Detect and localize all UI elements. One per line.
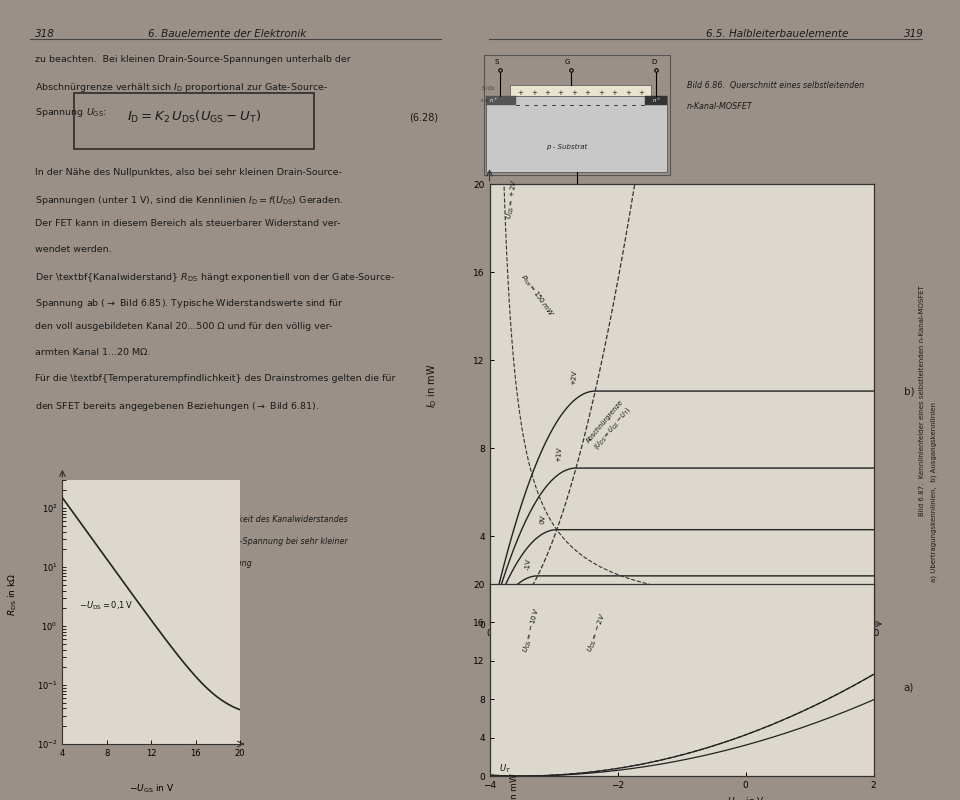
Text: -1V: -1V bbox=[524, 558, 532, 570]
Text: +: + bbox=[598, 90, 604, 96]
Text: $n^+$: $n^+$ bbox=[652, 96, 661, 106]
Text: Bild 6.85.  Abhangigkeit des Kanalwiderstandes: Bild 6.85. Abhangigkeit des Kanalwiderst… bbox=[157, 515, 348, 524]
Text: +1V: +1V bbox=[555, 447, 563, 462]
Text: $I_\mathrm{D}$ in mW: $I_\mathrm{D}$ in mW bbox=[425, 363, 439, 408]
Text: a) Ubertragungskennlinien,  b) Ausgangskennlinien: a) Ubertragungskennlinien, b) Ausgangske… bbox=[930, 402, 937, 582]
Text: 0V: 0V bbox=[540, 514, 547, 524]
Text: $-U_\mathrm{DS} = 0{,}1\,\mathrm{V}$: $-U_\mathrm{DS} = 0{,}1\,\mathrm{V}$ bbox=[79, 599, 133, 612]
Text: von der Gate-Source-Spannung bei sehr kleiner: von der Gate-Source-Spannung bei sehr kl… bbox=[157, 537, 348, 546]
Text: 318: 318 bbox=[35, 29, 55, 39]
Text: Abschnürgrenze verhält sich $I_\mathrm{D}$ proportional zur Gate-Source-: Abschnürgrenze verhält sich $I_\mathrm{D… bbox=[35, 81, 327, 94]
Text: Spannung ab ($\rightarrow$ Bild 6.85). Typische Widerstandswerte sind für: Spannung ab ($\rightarrow$ Bild 6.85). T… bbox=[35, 297, 343, 310]
Text: Der \textbf{Kanalwiderstand} $R_\mathrm{DS}$ hängt exponentiell von der Gate-Sou: Der \textbf{Kanalwiderstand} $R_\mathrm{… bbox=[35, 271, 396, 284]
Text: armten Kanal 1...20 MΩ.: armten Kanal 1...20 MΩ. bbox=[35, 348, 150, 357]
Text: -3V: -3V bbox=[493, 604, 501, 617]
Text: zu beachten.  Bei kleinen Drain-Source-Spannungen unterhalb der: zu beachten. Bei kleinen Drain-Source-Sp… bbox=[35, 55, 350, 64]
Text: $U_\mathrm{DS}=-10\,V$: $U_\mathrm{DS}=-10\,V$ bbox=[521, 606, 543, 654]
Text: $U_\mathrm{DS}=-2\,V$: $U_\mathrm{DS}=-2\,V$ bbox=[586, 611, 610, 654]
Text: p - Substrat: p - Substrat bbox=[546, 143, 588, 150]
Text: n-Kanal-MOSFET: n-Kanal-MOSFET bbox=[687, 102, 753, 111]
Text: Abschnürgrenze
$(U_{DS}=U_{GS}-U_T)$: Abschnürgrenze $(U_{DS}=U_{GS}-U_T)$ bbox=[586, 399, 634, 451]
Text: b): b) bbox=[903, 386, 914, 396]
Text: Für die \textbf{Temperaturempfindlichkeit} des Drainstromes gelten die für: Für die \textbf{Temperaturempfindlichkei… bbox=[35, 374, 396, 383]
Text: +: + bbox=[544, 90, 550, 96]
Text: Bild 6.87.  Kennlinienfelder eines selbstleitenden n-Kanal-MOSFET: Bild 6.87. Kennlinienfelder eines selbst… bbox=[919, 285, 925, 516]
Text: $U_{GS}=+2V$: $U_{GS}=+2V$ bbox=[505, 178, 520, 220]
Text: In der Nähe des Nullpunktes, also bei sehr kleinen Drain-Source-: In der Nähe des Nullpunktes, also bei se… bbox=[35, 168, 342, 177]
Text: D: D bbox=[651, 59, 657, 65]
Text: B: B bbox=[572, 190, 576, 196]
Text: s o: s o bbox=[481, 98, 488, 103]
Text: $S\,i\,O_2$: $S\,i\,O_2$ bbox=[481, 84, 495, 93]
Bar bbox=[645, 97, 667, 105]
Text: S: S bbox=[494, 59, 498, 65]
Text: $U_\mathrm{GS}$ in V: $U_\mathrm{GS}$ in V bbox=[727, 796, 764, 800]
Text: (6.28): (6.28) bbox=[409, 112, 438, 122]
Text: den voll ausgebildeten Kanal 20...500 Ω und für den völlig ver-: den voll ausgebildeten Kanal 20...500 Ω … bbox=[35, 322, 332, 331]
Text: -2V: -2V bbox=[509, 589, 516, 601]
Text: +: + bbox=[625, 90, 631, 96]
Text: Der FET kann in diesem Bereich als steuerbarer Widerstand ver-: Der FET kann in diesem Bereich als steue… bbox=[35, 219, 340, 229]
Text: $n^+$: $n^+$ bbox=[490, 96, 499, 106]
Text: +2V: +2V bbox=[570, 370, 578, 386]
Text: $-U_\mathrm{GS}$ in V: $-U_\mathrm{GS}$ in V bbox=[129, 782, 174, 795]
Text: +: + bbox=[585, 90, 590, 96]
Text: wendet werden.: wendet werden. bbox=[35, 246, 111, 254]
Text: +: + bbox=[531, 90, 537, 96]
Text: +: + bbox=[571, 90, 577, 96]
Text: Drain-Source-Spannung: Drain-Source-Spannung bbox=[157, 558, 252, 568]
Text: Spannungen (unter 1 V), sind die Kennlinien $I_\mathrm{D} = f(U_\mathrm{DS})$ Ge: Spannungen (unter 1 V), sind die Kennlin… bbox=[35, 194, 344, 206]
Text: $U_\mathrm{DS}$ in V: $U_\mathrm{DS}$ in V bbox=[661, 669, 702, 682]
Text: $R_\mathrm{DS}$ in k$\Omega$: $R_\mathrm{DS}$ in k$\Omega$ bbox=[7, 573, 19, 615]
Text: $p_{tot}=150\,mW$: $p_{tot}=150\,mW$ bbox=[518, 272, 556, 319]
Text: G: G bbox=[564, 59, 570, 65]
Text: 319: 319 bbox=[903, 29, 924, 39]
Text: Bild 6.86.  Querschnitt eines selbstleitenden: Bild 6.86. Querschnitt eines selbstleite… bbox=[687, 81, 864, 90]
Text: $U_T$: $U_T$ bbox=[499, 762, 512, 774]
Text: +: + bbox=[517, 90, 523, 96]
Bar bbox=[486, 97, 667, 173]
Text: +: + bbox=[612, 90, 617, 96]
Bar bbox=[484, 55, 669, 174]
Text: +: + bbox=[638, 90, 644, 96]
Text: $I_\mathrm{D}$ in mW: $I_\mathrm{D}$ in mW bbox=[509, 772, 521, 800]
Text: 6. Bauelemente der Elektronik: 6. Bauelemente der Elektronik bbox=[149, 29, 306, 39]
Text: +: + bbox=[558, 90, 564, 96]
Text: Spannung $U_\mathrm{GS}$:: Spannung $U_\mathrm{GS}$: bbox=[35, 106, 107, 119]
Bar bbox=[511, 85, 651, 97]
Text: $I_\mathrm{D} = K_2\,U_\mathrm{DS}(U_\mathrm{GS} - U_\mathrm{T})$: $I_\mathrm{D} = K_2\,U_\mathrm{DS}(U_\ma… bbox=[127, 110, 261, 126]
Bar bbox=[486, 97, 516, 105]
Bar bbox=[74, 93, 314, 150]
Text: a): a) bbox=[903, 682, 914, 693]
Text: 6.5. Halbleiterbauelemente: 6.5. Halbleiterbauelemente bbox=[706, 29, 848, 39]
Text: den SFET bereits angegebenen Beziehungen ($\rightarrow$ Bild 6.81).: den SFET bereits angegebenen Beziehungen… bbox=[35, 400, 319, 413]
